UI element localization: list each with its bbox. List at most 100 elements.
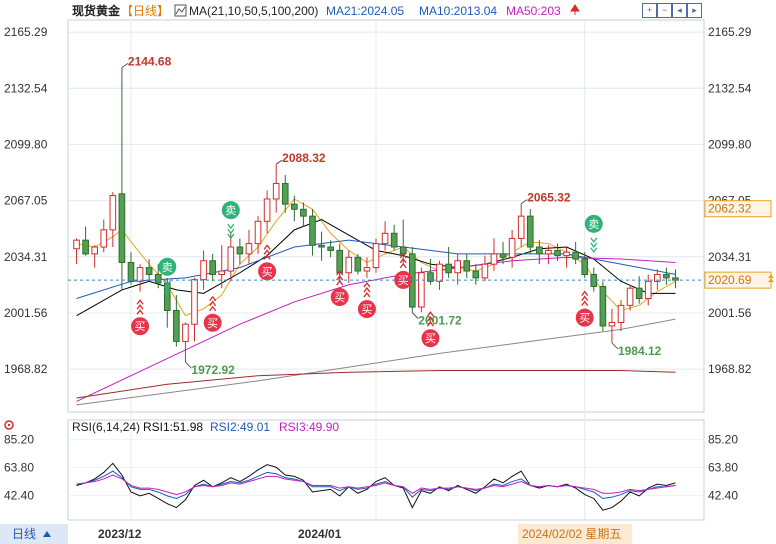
candle-body: [599, 285, 607, 327]
sell-signal[interactable]: 卖: [584, 214, 603, 253]
buy-arrow-icon: [209, 305, 217, 312]
buy-arrow-icon: [399, 252, 407, 259]
label-leader: [412, 312, 419, 319]
buy-signal[interactable]: 买: [203, 295, 222, 332]
buy-signal[interactable]: 买: [421, 311, 440, 348]
buy-badge: [357, 300, 376, 319]
candle: [154, 264, 162, 289]
candle-body: [526, 215, 534, 248]
period-button[interactable]: 日线: [12, 527, 36, 541]
high-low-labels: 2144.68 1972.92 2088.32 2001.72 2065.32 1984.…: [121, 54, 662, 377]
buy-signal[interactable]: 买: [131, 299, 150, 336]
candle-body: [100, 229, 108, 248]
candle: [654, 269, 661, 290]
date-label-dec: 2023/12: [98, 527, 142, 541]
rsi-params: RSI(6,14,24): [72, 420, 140, 434]
candle-body: [508, 237, 516, 258]
candle: [182, 322, 189, 363]
candle-body: [272, 183, 280, 200]
buy-arrow-icon: [363, 291, 371, 298]
candle: [644, 274, 652, 306]
move-right-icon[interactable]: ▸: [687, 3, 702, 18]
buy-arrow-icon: [581, 300, 589, 307]
candle-body: [663, 273, 670, 279]
period-label: 【日线】: [121, 4, 169, 18]
candle-body: [91, 246, 98, 255]
candle: [109, 192, 117, 248]
candle: [445, 247, 452, 278]
buy-signal[interactable]: 买: [258, 244, 277, 281]
candle: [227, 233, 235, 282]
buy-badge: [131, 317, 150, 336]
candle: [372, 238, 380, 273]
candle-body: [345, 256, 353, 274]
zoom-in-icon[interactable]: +: [642, 3, 657, 18]
sell-signal[interactable]: 卖: [158, 257, 177, 296]
buy-signal[interactable]: 买: [357, 281, 376, 319]
high-price-label: 2144.68: [128, 54, 172, 68]
rsi-line-rsi3: [76, 474, 676, 496]
low-price-label: 2001.72: [418, 314, 462, 328]
candle-body: [209, 260, 216, 275]
buy-signal[interactable]: 买: [575, 290, 594, 327]
buy-arrow-icon: [363, 281, 371, 288]
buy-arrow-icon: [209, 300, 217, 307]
buy-arrow-icon: [336, 269, 344, 276]
candle: [82, 226, 89, 256]
candle-body: [73, 239, 80, 250]
candle-body: [499, 253, 507, 258]
instrument-name: 现货黄金: [72, 3, 121, 18]
candle-body: [363, 267, 371, 272]
buy-badge-text: 买: [135, 320, 146, 333]
candle-body: [644, 280, 652, 299]
rsi-tick-right: 63.80: [708, 460, 738, 474]
candle: [245, 229, 253, 265]
label-leader: [121, 63, 129, 68]
sell-signal[interactable]: 卖: [221, 201, 240, 240]
price-panel-frame: [67, 19, 705, 413]
candle: [209, 253, 216, 282]
candle-body: [163, 282, 171, 311]
ma-toggle-icon[interactable]: [174, 4, 187, 17]
rsi-tick-left: 63.80: [4, 460, 34, 474]
period-button-bg[interactable]: [0, 524, 68, 544]
candle-body: [436, 263, 443, 282]
move-left-icon[interactable]: ◂: [672, 3, 687, 18]
candle-body: [563, 251, 570, 257]
candle-body: [336, 249, 344, 274]
candle: [100, 219, 108, 253]
candle: [626, 284, 634, 311]
sell-badge: [158, 257, 177, 276]
y-tick-left: 2132.54: [4, 81, 48, 95]
expand-arrow-icon[interactable]: [570, 4, 580, 15]
buy-arrow-icon: [426, 316, 434, 322]
candle-body: [654, 273, 661, 282]
label-leader: [611, 342, 619, 350]
candle: [436, 260, 443, 290]
candle: [663, 267, 670, 285]
y-tick-left: 2067.05: [4, 194, 48, 208]
cursor-date-bg: [518, 524, 632, 544]
low-price-label: 1984.12: [618, 344, 662, 358]
buy-badge-text: 买: [425, 332, 436, 345]
date-label-jan: 2024/01: [298, 527, 342, 541]
ma-line-icon: [175, 6, 186, 15]
candle-body: [318, 244, 325, 248]
candle: [499, 241, 507, 265]
y-tick-right: 1968.82: [708, 362, 752, 376]
buy-arrow-icon: [426, 321, 434, 327]
rsi2-value: RSI2:49.01: [210, 420, 270, 434]
y-tick-right: 2165.29: [708, 25, 752, 39]
candle-body: [254, 220, 262, 245]
candle: [536, 240, 543, 265]
buy-signal[interactable]: 买: [394, 252, 413, 289]
candle-body: [191, 279, 198, 325]
candle-body: [200, 260, 207, 281]
zoom-out-icon[interactable]: −: [657, 3, 672, 18]
gear-icon[interactable]: [4, 420, 14, 430]
candle: [608, 308, 616, 343]
candle: [472, 264, 480, 285]
buy-signal[interactable]: 买: [330, 269, 349, 307]
